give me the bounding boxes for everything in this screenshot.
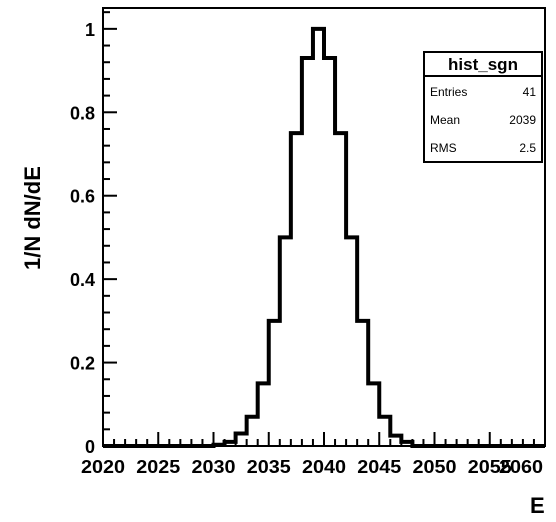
x-tick-label: 2055 [468, 457, 512, 477]
x-tick-label: 2030 [192, 457, 236, 477]
x-tick-label: 2040 [302, 457, 346, 477]
y-axis-title: 1/N dN/dE [20, 166, 45, 270]
plot-frame [102, 7, 546, 447]
y-tick-label: 0 [85, 437, 95, 457]
stats-box-frame [423, 51, 543, 163]
y-tick-label: 0.2 [70, 354, 95, 374]
y-tick-labels: 0 0.2 0.4 0.6 0.8 1 [70, 20, 95, 457]
x-tick-label: 2025 [136, 457, 180, 477]
x-tick-label: 2035 [247, 457, 291, 477]
y-tick-label: 1 [85, 20, 95, 40]
stats-box: hist_sgn Entries 41 Mean 2039 RMS 2.5 [423, 51, 543, 163]
stats-mean-value: 2039 [509, 113, 536, 127]
x-tick-label: 2045 [357, 457, 401, 477]
y-tick-label: 0.4 [70, 270, 95, 290]
x-tick-label: 2020 [81, 457, 125, 477]
y-tick-label: 0.6 [70, 187, 95, 207]
histogram-outline [103, 26, 545, 448]
y-tick-label: 0.8 [70, 103, 95, 123]
x-tick-label: 2060 [499, 457, 543, 477]
x-tick-label: 2050 [413, 457, 457, 477]
stats-entries-value: 41 [523, 85, 537, 99]
stats-rms-value: 2.5 [519, 141, 536, 155]
stats-rms-label: RMS [430, 141, 457, 155]
stats-box-title: hist_sgn [448, 55, 518, 74]
stats-mean-label: Mean [430, 113, 460, 127]
x-axis-title: E [530, 493, 545, 518]
stats-entries-label: Entries [430, 85, 467, 99]
